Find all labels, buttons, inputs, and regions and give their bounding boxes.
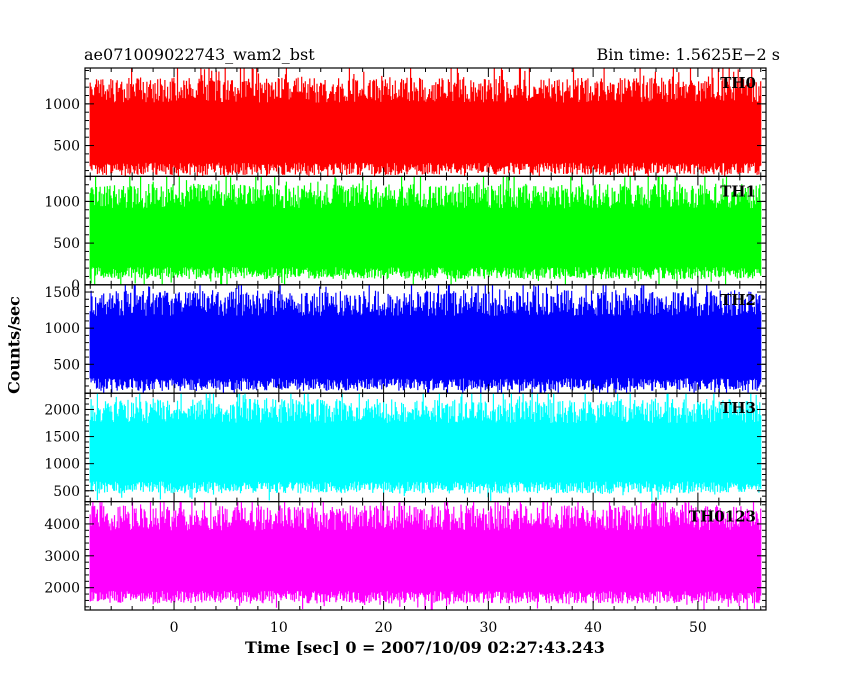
series-core-th0 (90, 106, 761, 158)
ytick-label-th3: 500 (53, 484, 80, 500)
series-core-th2 (90, 320, 761, 373)
xtick-label: 10 (270, 620, 288, 636)
ytick-label-th0: 500 (53, 139, 80, 155)
ytick-label-th0123: 4000 (44, 517, 80, 533)
panel-name-th0123: TH0123 (689, 508, 756, 526)
panel-name-th3: TH3 (720, 399, 756, 417)
y-axis-label: Counts/sec (4, 296, 24, 394)
ytick-label-th3: 1000 (44, 457, 80, 473)
panel-name-th1: TH1 (720, 182, 756, 200)
ytick-label-th0123: 3000 (44, 549, 80, 565)
xtick-label: 50 (689, 620, 707, 636)
ytick-label-th1: 500 (53, 236, 80, 252)
ytick-label-th1: 1000 (44, 194, 80, 210)
panel-name-th0: TH0 (720, 74, 756, 92)
xtick-label: 30 (479, 620, 497, 636)
x-axis-label: Time [sec] 0 = 2007/10/09 02:27:43.243 (245, 638, 605, 657)
ytick-label-th2: 500 (53, 357, 80, 373)
ytick-label-th3: 1500 (44, 430, 80, 446)
ytick-label-th3: 2000 (44, 402, 80, 418)
xtick-label: 0 (170, 620, 179, 636)
ytick-label-th0: 1000 (44, 97, 80, 113)
series-core-th0123 (90, 534, 761, 586)
xtick-label: 40 (584, 620, 602, 636)
ytick-label-th1: 0 (71, 278, 80, 294)
source-title: ae071009022743_wam2_bst (84, 45, 315, 64)
ytick-label-th2: 1500 (44, 285, 80, 301)
ytick-label-th0123: 2000 (44, 581, 80, 597)
bin-time-label: Bin time: 1.5625E−2 s (596, 45, 780, 64)
series-core-th1 (90, 212, 761, 262)
xtick-label: 20 (375, 620, 393, 636)
ytick-label-th2: 1000 (44, 321, 80, 337)
panel-name-th2: TH2 (720, 291, 756, 309)
series-core-th3 (90, 427, 761, 477)
